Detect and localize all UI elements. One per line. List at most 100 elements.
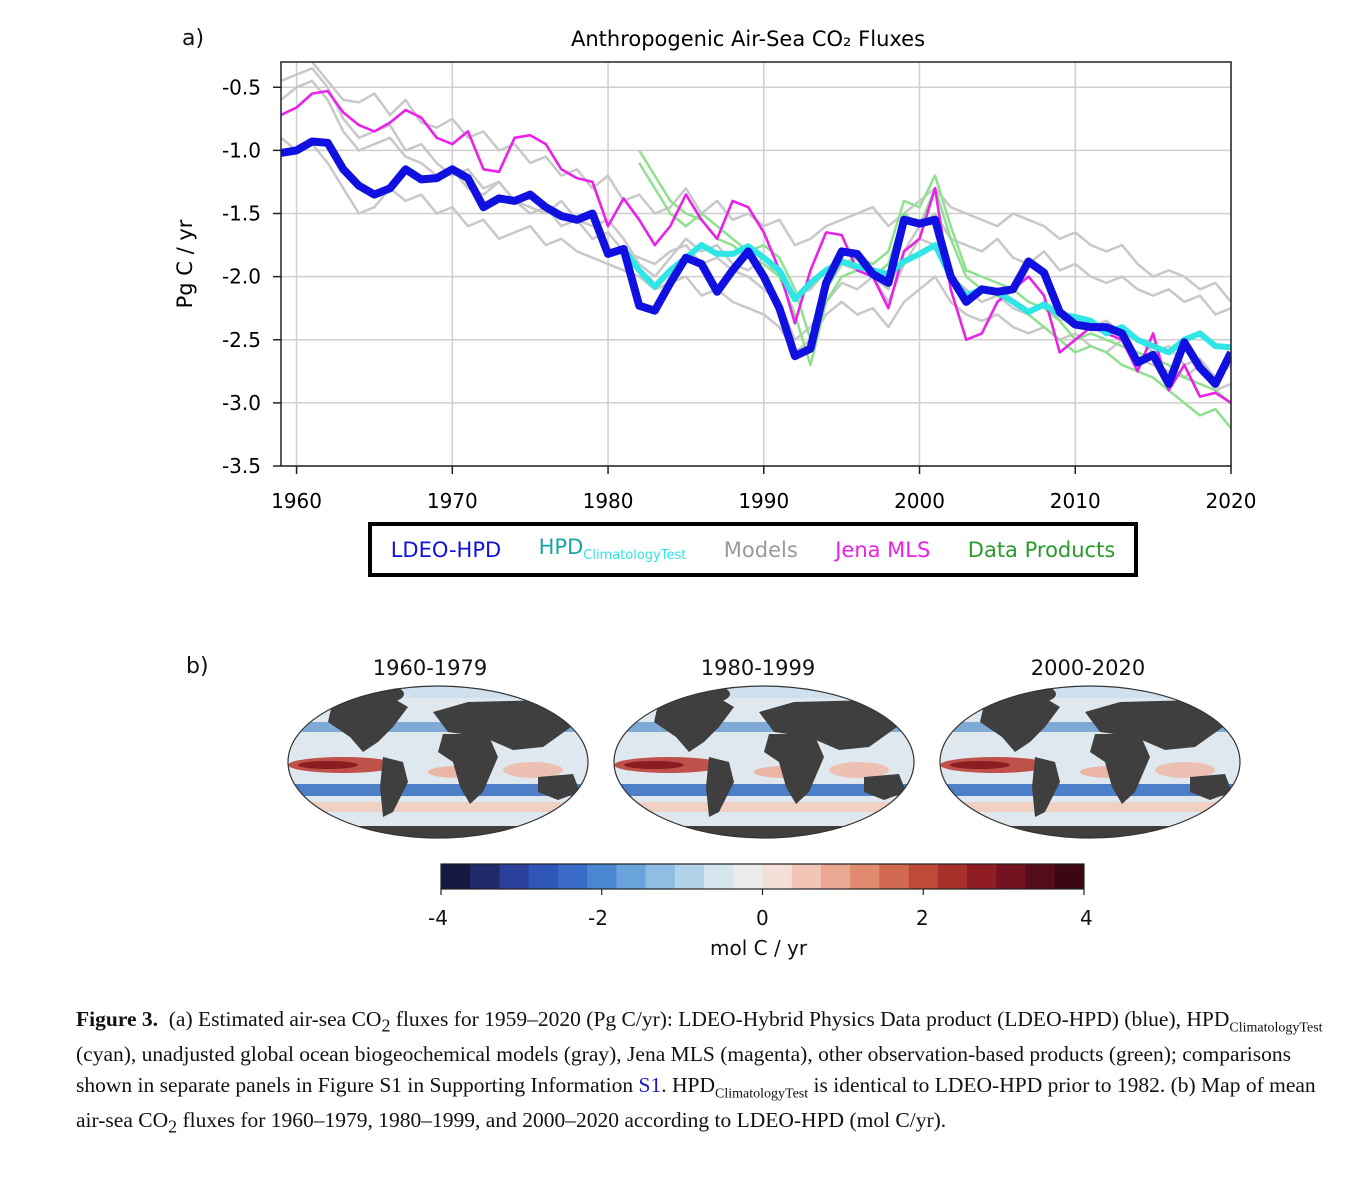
map-band-south <box>940 784 1240 796</box>
map-australia <box>538 774 580 800</box>
series-line-models <box>281 136 1231 392</box>
map-australia <box>1190 774 1232 800</box>
plot-frame <box>280 61 1232 467</box>
colorbar-swatch <box>528 864 559 889</box>
colorbar-tick-0: 0 <box>756 906 769 930</box>
map-equatorial-pacific-core <box>624 761 684 769</box>
legend-ldeo-hpd: LDEO-HPD <box>390 537 502 562</box>
legend-data-products: Data Products <box>967 537 1116 562</box>
y-tick-label: -2.0 <box>222 265 261 289</box>
caption-part-4: . HPD <box>661 1073 715 1098</box>
colorbar <box>440 863 1085 895</box>
y-tick-label: -1.0 <box>222 138 261 162</box>
colorbar-unit-label: mol C / yr <box>710 936 808 960</box>
colorbar-swatch <box>996 864 1027 889</box>
panel-b-label: b) <box>186 654 209 679</box>
colorbar-swatch <box>879 864 910 889</box>
map-indian-ocean <box>1155 762 1215 778</box>
y-tick-label: -3.0 <box>222 391 261 415</box>
caption-sub-2: 2 <box>381 1015 391 1036</box>
colorbar-swatch <box>762 864 793 889</box>
map-eurasia <box>759 700 904 750</box>
legend-hpd-climatology: HPDClimatologyTest <box>539 535 687 563</box>
map-outline <box>613 685 915 839</box>
series-line-ldeo-hpd <box>281 137 1231 388</box>
colorbar-swatch <box>470 864 500 889</box>
colorbar-swatch <box>441 864 471 889</box>
x-tick-label: 2000 <box>894 489 945 513</box>
map-band-north <box>614 722 914 732</box>
caption-sub-clim-1: ClimatologyTest <box>1229 1020 1323 1036</box>
map-band-southern-ocean <box>614 802 914 812</box>
x-tick-label: 1960 <box>271 489 322 513</box>
colorbar-tick-neg2: -2 <box>588 906 608 930</box>
caption-part-3: (cyan), unadjusted global ocean biogeoch… <box>76 1042 1291 1098</box>
colorbar-swatch <box>704 864 734 889</box>
map-south-america <box>706 757 734 817</box>
map-africa <box>1090 734 1150 804</box>
panel-a-label: a) <box>182 26 205 51</box>
colorbar-swatch <box>850 864 880 889</box>
caption-sub-clim-2: ClimatologyTest <box>715 1086 809 1102</box>
caption-part-1: (a) Estimated air-sea CO <box>168 1007 382 1031</box>
colorbar-swatch <box>557 864 588 889</box>
caption-figure-label: Figure 3. <box>76 1007 159 1031</box>
caption-sub-2b: 2 <box>168 1116 178 1137</box>
map-band-south <box>288 784 588 796</box>
x-tick-label: 1970 <box>427 489 478 513</box>
map-south-america <box>1032 757 1060 817</box>
colorbar-swatch <box>645 864 676 889</box>
map-outline <box>939 685 1241 839</box>
caption-part-5: is identical to LDEO-HPD prior to 1982. … <box>76 1073 1316 1133</box>
map-eurasia <box>1085 700 1230 750</box>
colorbar-swatch <box>908 864 939 889</box>
map-title-2: 1980-1999 <box>700 656 816 680</box>
chart-title: Anthropogenic Air-Sea CO₂ Fluxes <box>571 27 925 51</box>
colorbar-swatch <box>587 864 617 889</box>
chart-legend: LDEO-HPD HPDClimatologyTest Models Jena … <box>368 522 1138 577</box>
x-tick-label: 2010 <box>1050 489 1101 513</box>
series-line-jena-mls <box>281 89 1231 404</box>
series-line-models <box>281 67 1231 379</box>
colorbar-swatch <box>967 864 997 889</box>
colorbar-tick-4: 4 <box>1080 906 1093 930</box>
colorbar-swatch <box>733 864 763 889</box>
y-tick-label: -0.5 <box>222 75 261 99</box>
colorbar-swatch <box>820 864 851 889</box>
caption-link-s1[interactable]: S1 <box>638 1073 662 1098</box>
map-outline <box>287 685 589 839</box>
map-title-3: 2000-2020 <box>1030 656 1146 680</box>
map-north-america <box>980 692 1060 752</box>
map-eurasia <box>433 700 578 750</box>
caption-part-2: fluxes for 1959–2020 (Pg C/yr): LDEO-Hyb… <box>390 1007 1230 1031</box>
colorbar-swatch <box>1025 864 1056 889</box>
map-south-america <box>380 757 408 817</box>
legend-jena-mls: Jena MLS <box>835 537 931 562</box>
colorbar-swatch <box>1054 864 1085 889</box>
x-tick-label: 1980 <box>583 489 634 513</box>
colorbar-tick-2: 2 <box>916 906 929 930</box>
colorbar-tick-neg4: -4 <box>428 906 448 930</box>
map-indian-ocean <box>829 762 889 778</box>
legend-hpd-label: HPD <box>538 535 584 560</box>
flux-map-3 <box>940 686 1240 838</box>
map-north-america <box>654 692 734 752</box>
map-africa <box>438 734 498 804</box>
colorbar-swatch <box>791 864 822 889</box>
map-australia <box>864 774 906 800</box>
x-tick-label: 2020 <box>1206 489 1257 513</box>
chart-axes: 1960 1970 1980 1990 2000 2010 2020 -0.5 -1.0 -1.5… <box>222 75 1256 513</box>
map-band-southern-ocean <box>940 802 1240 812</box>
chart-series <box>281 62 1231 430</box>
map-north-america <box>328 692 408 752</box>
series-line-hpd-climatology-test <box>621 242 1231 356</box>
map-band-north <box>940 722 1240 732</box>
map-equatorial-pacific-core <box>298 761 358 769</box>
map-band-southern-ocean <box>288 802 588 812</box>
figure-caption: Figure 3. (a) Estimated air-sea CO2 flux… <box>76 1004 1326 1140</box>
legend-hpd-sub: ClimatologyTest <box>583 548 687 564</box>
y-tick-label: -2.5 <box>222 328 261 352</box>
colorbar-swatch <box>616 864 647 889</box>
map-band-north <box>288 722 588 732</box>
map-africa <box>764 734 824 804</box>
